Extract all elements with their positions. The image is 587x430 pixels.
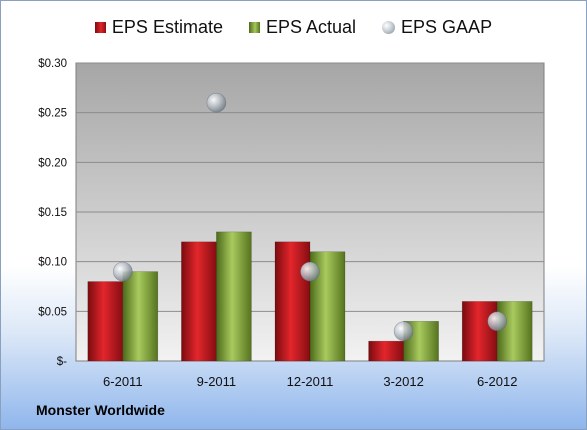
legend-item-eps-actual: EPS Actual xyxy=(248,17,357,38)
legend-item-eps-estimate: EPS Estimate xyxy=(94,17,223,38)
x-tick-label: 6-2012 xyxy=(477,374,517,389)
bar-eps-actual xyxy=(403,320,439,362)
legend-swatch-eps-gaap xyxy=(382,21,396,34)
y-tick-label: $0.25 xyxy=(38,108,67,120)
x-tick-label: 3-2012 xyxy=(383,374,423,389)
x-tick-label: 12-2011 xyxy=(287,374,334,389)
legend-swatch-eps-estimate xyxy=(94,22,106,33)
legend-item-eps-gaap: EPS GAAP xyxy=(382,17,492,38)
bar-eps-actual xyxy=(496,301,533,362)
point-eps-gaap xyxy=(206,92,227,113)
bar-eps-estimate xyxy=(461,301,498,362)
legend-swatch-eps-actual xyxy=(248,22,260,33)
bar-eps-estimate xyxy=(274,241,311,362)
company-name: Monster Worldwide xyxy=(36,402,165,418)
point-eps-gaap xyxy=(393,321,414,342)
bar-eps-estimate xyxy=(368,340,404,362)
bar-eps-actual xyxy=(122,271,159,362)
x-tick-label: 9-2011 xyxy=(197,374,237,389)
y-tick-label: $0.10 xyxy=(38,257,67,269)
y-tick-label: $0.30 xyxy=(38,58,67,70)
bar-eps-actual xyxy=(216,231,252,362)
legend-label-eps-actual: EPS Actual xyxy=(265,17,357,37)
bar-eps-estimate xyxy=(87,281,124,362)
bar-eps-estimate xyxy=(181,241,217,362)
point-eps-gaap xyxy=(113,261,133,282)
legend: EPS Estimate EPS Actual EPS GAAP xyxy=(1,17,586,38)
y-tick-label: $0.05 xyxy=(38,306,67,318)
x-tick-label: 6-2011 xyxy=(103,374,143,389)
y-tick-label: $0.20 xyxy=(38,157,67,169)
legend-label-eps-estimate: EPS Estimate xyxy=(111,17,223,37)
point-eps-gaap xyxy=(300,261,320,282)
point-eps-gaap xyxy=(487,311,508,332)
legend-label-eps-gaap: EPS GAAP xyxy=(401,17,493,37)
y-tick-label: $- xyxy=(57,356,67,368)
y-tick-label: $0.15 xyxy=(38,207,67,219)
